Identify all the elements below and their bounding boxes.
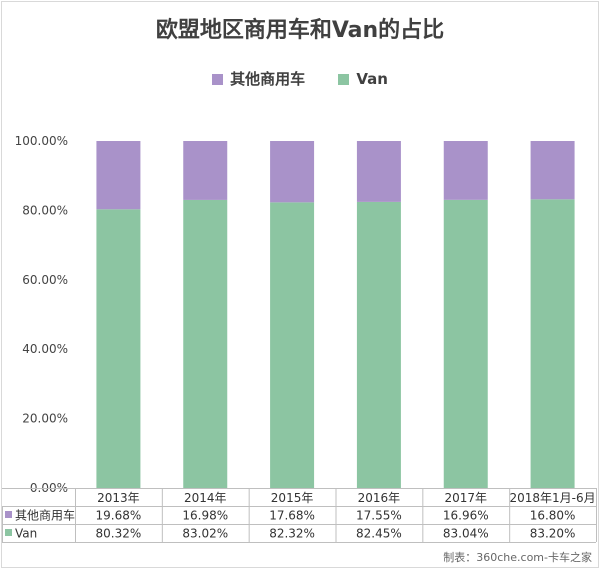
bar-segment-van — [270, 202, 315, 488]
legend-label-van: Van — [356, 69, 388, 88]
data-label-van: 83.20% — [530, 527, 576, 541]
data-label-van: 83.02% — [182, 527, 228, 541]
y-tick-label: 60.00% — [22, 273, 68, 287]
x-category-label: 2018年1月-6月 — [510, 491, 596, 505]
data-label-van: 82.32% — [269, 527, 315, 541]
bar-segment-other-commercial — [356, 141, 401, 202]
table-swatch-other-commercial — [5, 511, 12, 518]
data-label-van: 80.32% — [96, 527, 142, 541]
data-label-van: 83.04% — [443, 527, 489, 541]
x-category-label: 2017年 — [444, 491, 487, 505]
x-category-label: 2014年 — [184, 491, 227, 505]
bar-segment-van — [443, 199, 488, 488]
bar-segment-van — [356, 201, 401, 488]
legend-item-van: Van — [338, 70, 388, 88]
legend-swatch-other-commercial — [212, 74, 224, 85]
table-row-label-other-commercial: 其他商用车 — [15, 508, 75, 523]
legend-label-other-commercial: 其他商用车 — [230, 70, 306, 88]
bar-segment-van — [183, 199, 228, 488]
y-tick-label: 40.00% — [22, 342, 68, 356]
y-tick-label: 80.00% — [22, 203, 68, 217]
credit-text: 制表：360che.com-卡车之家 — [443, 551, 592, 564]
y-tick-label: 100.00% — [15, 134, 68, 148]
bar-segment-van — [530, 199, 575, 488]
table-row-label-van: Van — [15, 527, 37, 541]
bar-segment-other-commercial — [530, 141, 575, 200]
data-label-other-commercial: 16.98% — [182, 509, 228, 523]
data-label-other-commercial: 16.80% — [530, 509, 576, 523]
table-swatch-van — [5, 529, 12, 536]
x-category-label: 2016年 — [358, 491, 401, 505]
x-category-label: 2015年 — [271, 491, 314, 505]
data-label-van: 82.45% — [356, 527, 402, 541]
chart-legend: 其他商用车 Van — [0, 68, 600, 89]
data-label-other-commercial: 17.68% — [269, 509, 315, 523]
bar-segment-other-commercial — [443, 141, 488, 200]
bar-segment-other-commercial — [270, 141, 315, 203]
data-label-other-commercial: 19.68% — [96, 509, 142, 523]
legend-swatch-van — [338, 73, 350, 85]
legend-item-other-commercial: 其他商用车 — [212, 68, 305, 89]
data-label-other-commercial: 16.96% — [443, 509, 489, 523]
bar-segment-other-commercial — [183, 141, 228, 200]
bar-segment-van — [96, 209, 141, 488]
data-label-other-commercial: 17.55% — [356, 509, 402, 523]
y-tick-label: 20.00% — [22, 412, 68, 426]
bar-segment-other-commercial — [96, 141, 141, 210]
x-category-label: 2013年 — [97, 491, 140, 505]
chart-title: 欧盟地区商用车和Van的占比 — [155, 18, 445, 43]
